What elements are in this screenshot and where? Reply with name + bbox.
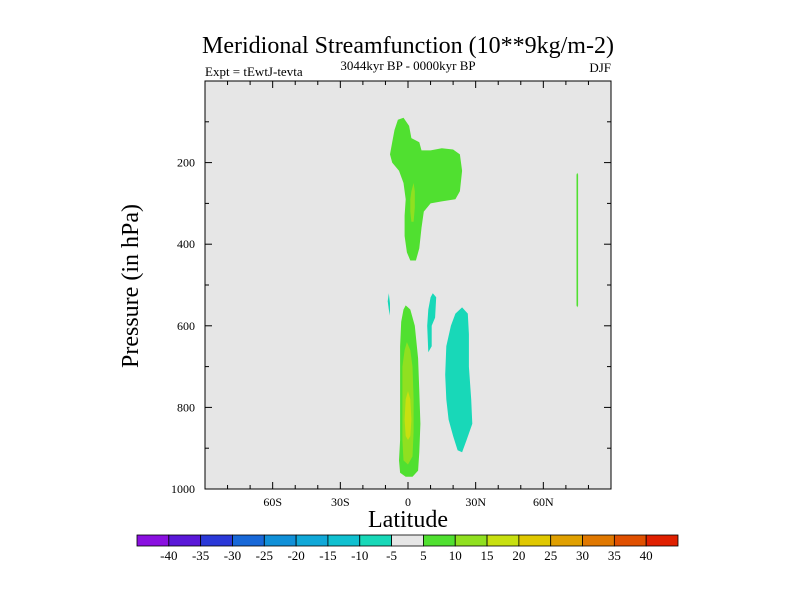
contour-lower-positive-15-20	[404, 391, 412, 440]
x-tick-label: 60S	[263, 495, 282, 509]
colorbar-box	[136, 534, 170, 547]
colorbar-box	[582, 534, 615, 547]
colorbar-box	[232, 534, 265, 547]
colorbar-label: -40	[160, 548, 177, 563]
colorbar-box	[327, 534, 361, 547]
colorbar-box	[423, 534, 456, 547]
colorbar-label: -20	[287, 548, 304, 563]
contour-negative-cell-narrow	[427, 293, 437, 353]
colorbar-box	[454, 534, 488, 547]
x-tick-label: 30N	[465, 495, 486, 509]
colorbar-box	[263, 534, 297, 547]
colorbar-label: -5	[386, 548, 397, 563]
colorbar-labels: -40 -35 -30 -25 -20 -15 -10 -5 5 10 15 20 25 30 35 40	[160, 548, 653, 563]
colorbar-label: -35	[192, 548, 209, 563]
colorbar-box	[486, 534, 520, 547]
chart-title: Meridional Streamfunction (10**9kg/m-2)	[202, 33, 614, 59]
right-label: DJF	[589, 60, 611, 75]
left-label: Expt = tEwtJ-tevta	[205, 64, 303, 79]
colorbar-label: 30	[576, 548, 589, 563]
y-tick-label: 200	[177, 156, 195, 170]
colorbar-box	[550, 534, 583, 547]
colorbar-label: -30	[224, 548, 241, 563]
contour-regions	[387, 117, 579, 477]
axis-ticks	[204, 81, 612, 490]
colorbar-box	[168, 534, 202, 547]
y-axis-label: Pressure (in hPa)	[118, 204, 144, 368]
contour-upper-positive-10-15	[410, 183, 415, 222]
colorbar-label: 15	[481, 548, 494, 563]
colorbar-box	[518, 534, 552, 547]
x-axis-label: Latitude	[368, 507, 448, 533]
contour-negative-cell-main	[445, 307, 473, 453]
colorbar-label: 20	[512, 548, 525, 563]
y-tick-label: 600	[177, 319, 195, 333]
colorbar-box	[645, 534, 679, 547]
contour-positive-sliver-north	[576, 172, 579, 308]
x-tick-label: 30S	[331, 495, 350, 509]
colorbar-label: 5	[420, 548, 427, 563]
colorbar-label: -10	[351, 548, 368, 563]
colorbar-label: -15	[319, 548, 336, 563]
colorbar-label: 10	[449, 548, 462, 563]
colorbar-box	[295, 534, 329, 547]
x-tick-label: 60N	[533, 495, 554, 509]
colorbar-label: 40	[640, 548, 653, 563]
y-tick-labels: 200 400 600 800 1000	[171, 156, 195, 496]
x-tick-label: 0	[405, 495, 411, 509]
x-tick-labels: 60S 30S 0 30N 60N	[263, 495, 554, 509]
contour-upper-positive-5-10	[390, 117, 463, 261]
y-tick-label: 400	[177, 237, 195, 251]
colorbar-box	[359, 534, 392, 547]
colorbar-box	[200, 534, 233, 547]
center-label: 3044kyr BP - 0000kyr BP	[340, 58, 475, 73]
colorbar-label: 35	[608, 548, 621, 563]
colorbar	[136, 534, 679, 547]
colorbar-box	[613, 534, 647, 547]
colorbar-label: 25	[544, 548, 557, 563]
contour-negative-sliver	[387, 293, 390, 316]
y-tick-label: 800	[177, 400, 195, 414]
y-tick-label: 1000	[171, 482, 195, 496]
colorbar-box	[391, 534, 424, 547]
colorbar-label: -25	[256, 548, 273, 563]
